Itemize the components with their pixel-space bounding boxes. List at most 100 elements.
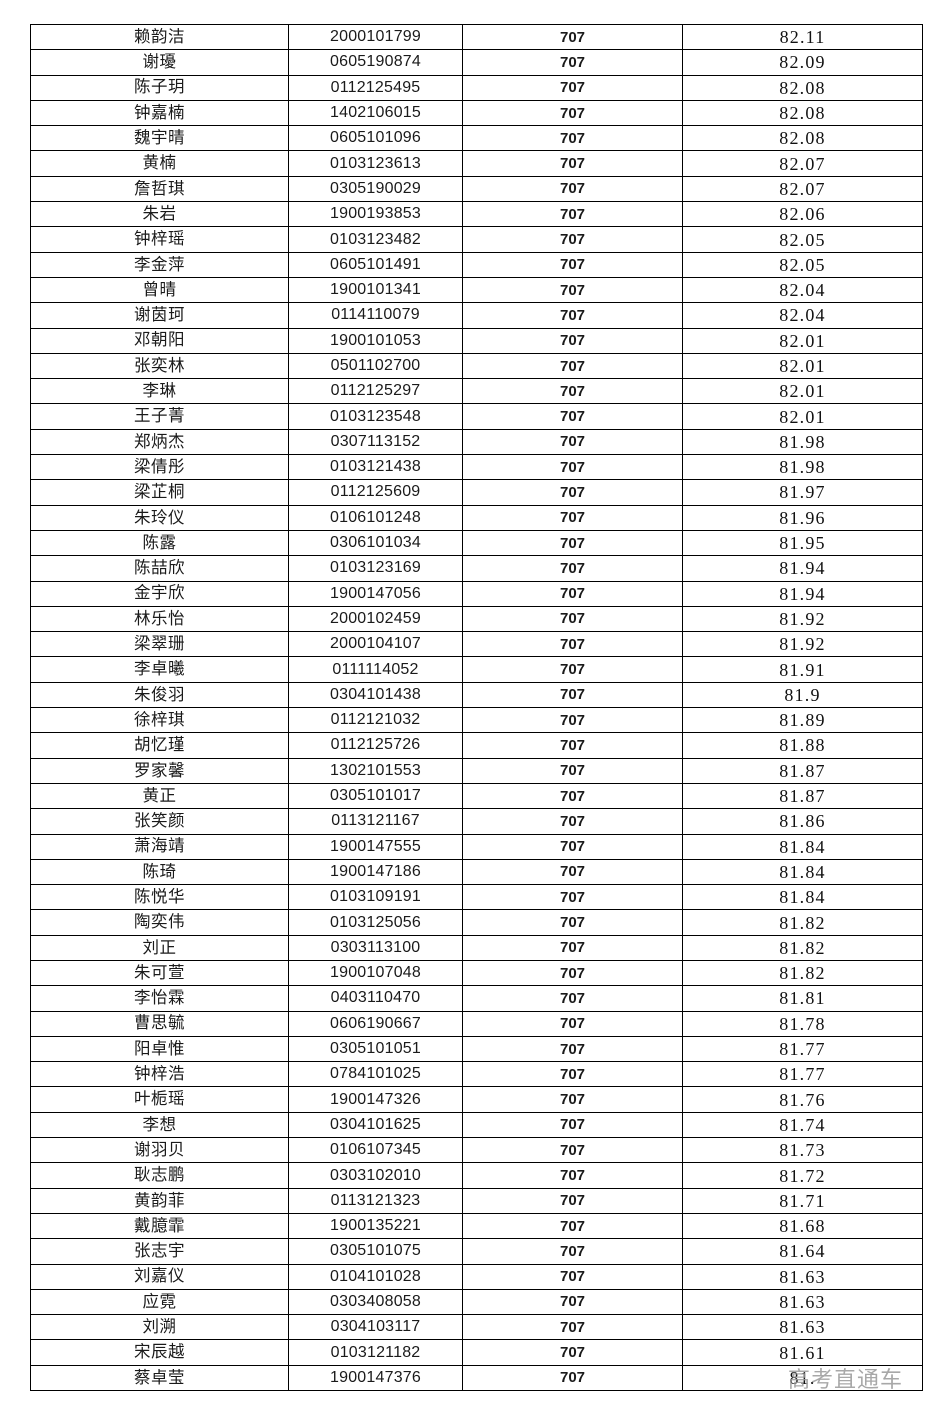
cell-score: 81.94	[682, 580, 923, 607]
cell-score: 81.98	[682, 454, 923, 481]
cell-candidate-name: 刘嘉仪	[30, 1263, 289, 1290]
cell-score: 81.92	[682, 605, 923, 633]
cell-candidate-id: 0306101034	[288, 529, 463, 557]
cell-candidate-name: 梁倩彤	[30, 454, 289, 481]
cell-candidate-name: 刘溯	[30, 1314, 289, 1341]
cell-candidate-id: 0103121438	[288, 454, 463, 481]
cell-candidate-id: 1900193853	[288, 201, 463, 228]
cell-major-code: 707	[462, 454, 683, 481]
cell-major-code: 707	[462, 732, 683, 759]
table-row: 钟嘉楠 1402106015 707 82.08	[30, 99, 923, 127]
cell-candidate-id: 0103125056	[288, 909, 463, 936]
cell-candidate-name: 赖韵洁	[30, 23, 289, 51]
cell-score: 82.07	[682, 175, 923, 203]
table-row: 曹思毓 0606190667 707 81.78	[30, 1010, 923, 1037]
cell-score: 82.09	[682, 49, 923, 76]
cell-score: 81.88	[682, 732, 923, 759]
cell-major-code: 707	[462, 125, 683, 152]
cell-candidate-name: 戴臆霏	[30, 1212, 289, 1240]
cell-score: 82.08	[682, 74, 923, 101]
cell-candidate-name: 张奕林	[30, 352, 289, 380]
cell-candidate-name: 刘正	[30, 934, 289, 961]
cell-major-code: 707	[462, 934, 683, 961]
cell-candidate-id: 1402106015	[288, 99, 463, 127]
cell-candidate-name: 李想	[30, 1111, 289, 1139]
table-row: 邓朝阳 1900101053 707 82.01	[30, 327, 923, 354]
cell-score: 81.78	[682, 1010, 923, 1037]
cell-candidate-id: 1900101053	[288, 327, 463, 354]
cell-candidate-id: 0113121323	[288, 1187, 463, 1214]
cell-candidate-name: 林乐怡	[30, 605, 289, 633]
cell-major-code: 707	[462, 352, 683, 380]
cell-score: 81.63	[682, 1288, 923, 1316]
cell-major-code: 707	[462, 251, 683, 278]
cell-candidate-id: 0304103117	[288, 1314, 463, 1341]
table-row: 谢瓇 0605190874 707 82.09	[30, 49, 923, 76]
cell-major-code: 707	[462, 327, 683, 354]
cell-score: 81.72	[682, 1162, 923, 1189]
table-row: 钟梓瑶 0103123482 707 82.05	[30, 226, 923, 253]
cell-score: 81.68	[682, 1212, 923, 1240]
cell-candidate-name: 朱俊羽	[30, 681, 289, 709]
cell-score: 81.81	[682, 985, 923, 1012]
table-row: 李想 0304101625 707 81.74	[30, 1111, 923, 1139]
cell-score: 81.74	[682, 1111, 923, 1139]
cell-score: 81.63	[682, 1263, 923, 1290]
table-row: 胡忆瑾 0112125726 707 81.88	[30, 732, 923, 759]
cell-score: 81.87	[682, 782, 923, 810]
cell-candidate-name: 陶奕伟	[30, 909, 289, 936]
cell-major-code: 707	[462, 1339, 683, 1366]
cell-candidate-id: 0305101075	[288, 1238, 463, 1265]
cell-major-code: 707	[462, 226, 683, 253]
table-row: 朱玲仪 0106101248 707 81.96	[30, 504, 923, 531]
cell-candidate-name: 陈琦	[30, 858, 289, 886]
cell-major-code: 707	[462, 276, 683, 304]
table-row: 陈子玥 0112125495 707 82.08	[30, 74, 923, 101]
cell-candidate-id: 0112121032	[288, 707, 463, 734]
table-row: 金宇欣 1900147056 707 81.94	[30, 580, 923, 607]
cell-candidate-id: 0103121182	[288, 1339, 463, 1366]
cell-major-code: 707	[462, 403, 683, 430]
cell-candidate-name: 李怡霖	[30, 985, 289, 1012]
table-row: 朱可萱 1900107048 707 81.82	[30, 959, 923, 987]
cell-candidate-name: 金宇欣	[30, 580, 289, 607]
cell-candidate-id: 0303408058	[288, 1288, 463, 1316]
cell-candidate-id: 1302101553	[288, 757, 463, 784]
cell-candidate-name: 曾晴	[30, 276, 289, 304]
cell-candidate-name: 朱岩	[30, 201, 289, 228]
cell-candidate-id: 0106101248	[288, 504, 463, 531]
cell-major-code: 707	[462, 782, 683, 810]
cell-major-code: 707	[462, 1137, 683, 1164]
cell-candidate-name: 钟嘉楠	[30, 99, 289, 127]
cell-major-code: 707	[462, 49, 683, 76]
table-row: 黄楠 0103123613 707 82.07	[30, 150, 923, 177]
cell-major-code: 707	[462, 504, 683, 531]
cell-major-code: 707	[462, 1035, 683, 1063]
cell-score: 81.84	[682, 884, 923, 911]
cell-candidate-id: 0305101051	[288, 1035, 463, 1063]
cell-score: 82.01	[682, 352, 923, 380]
cell-score: 81.89	[682, 707, 923, 734]
cell-candidate-name: 耿志鹏	[30, 1162, 289, 1189]
cell-candidate-name: 曹思毓	[30, 1010, 289, 1037]
cell-score: 81.94	[682, 555, 923, 582]
cell-score: 81.97	[682, 479, 923, 506]
cell-major-code: 707	[462, 74, 683, 101]
table-row: 徐梓琪 0112121032 707 81.89	[30, 707, 923, 734]
cell-major-code: 707	[462, 1162, 683, 1189]
cell-major-code: 707	[462, 99, 683, 127]
table-row: 钟梓浩 0784101025 707 81.77	[30, 1061, 923, 1088]
cell-score: 82.11	[682, 23, 923, 51]
table-row: 阳卓惟 0305101051 707 81.77	[30, 1035, 923, 1063]
cell-candidate-id: 0106107345	[288, 1137, 463, 1164]
cell-candidate-id: 0103109191	[288, 884, 463, 911]
cell-major-code: 707	[462, 808, 683, 835]
cell-candidate-id: 0605101491	[288, 251, 463, 278]
cell-score: 81.92	[682, 631, 923, 658]
cell-score: 81.9	[682, 681, 923, 709]
cell-major-code: 707	[462, 580, 683, 607]
table-row: 朱岩 1900193853 707 82.06	[30, 201, 923, 228]
table-row: 李卓曦 0111114052 707 81.91	[30, 656, 923, 683]
cell-candidate-id: 0501102700	[288, 352, 463, 380]
table-row: 朱俊羽 0304101438 707 81.9	[30, 681, 923, 709]
